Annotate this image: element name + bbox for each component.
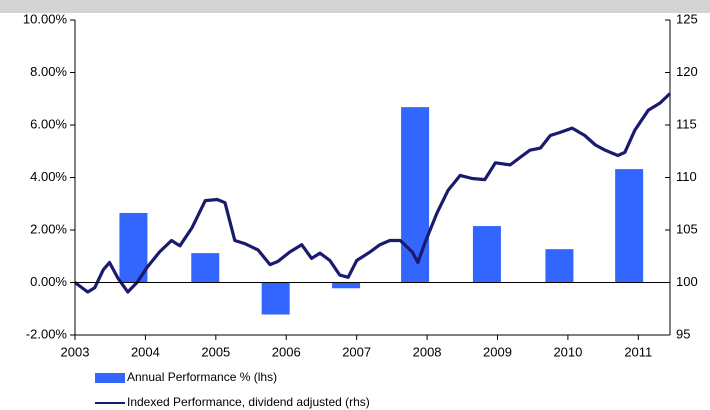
y2-tick-label: 95 xyxy=(676,326,690,341)
y-tick-label: 0.00% xyxy=(30,274,67,289)
bar xyxy=(545,249,574,283)
x-tick-label: 2005 xyxy=(201,344,230,359)
line xyxy=(74,92,672,294)
y2-tick-label: 115 xyxy=(676,116,697,131)
y2-tick-label: 125 xyxy=(676,11,698,26)
x-tick-label: 2003 xyxy=(61,344,90,359)
x-tick-label: 2006 xyxy=(272,344,301,359)
x-tick-label: 2008 xyxy=(413,344,442,359)
y2-tick-label: 120 xyxy=(676,64,698,79)
bar xyxy=(401,107,430,283)
y-tick-label: 6.00% xyxy=(30,116,67,131)
bar xyxy=(261,282,290,315)
y2-tick-label: 110 xyxy=(676,169,697,184)
y-tick-label: -2.00% xyxy=(26,326,68,341)
x-tick-label: 2011 xyxy=(624,344,652,359)
y2-tick-label: 105 xyxy=(676,221,698,236)
y-tick-label: 8.00% xyxy=(30,64,67,79)
x-tick-label: 2009 xyxy=(483,344,512,359)
x-tick-label: 2007 xyxy=(342,344,371,359)
bar xyxy=(191,253,220,283)
y-tick-label: 4.00% xyxy=(30,169,67,184)
legend-label: Annual Performance % (lhs) xyxy=(127,370,277,384)
header-band xyxy=(0,0,710,13)
x-tick-label: 2010 xyxy=(553,344,582,359)
bar xyxy=(472,226,501,283)
legend-swatch xyxy=(95,373,125,383)
legend-label: Indexed Performance, dividend adjusted (… xyxy=(127,395,370,409)
y-tick-label: 2.00% xyxy=(30,221,67,236)
bar xyxy=(119,212,148,283)
bar xyxy=(615,169,644,283)
x-tick-label: 2004 xyxy=(131,344,160,359)
bar xyxy=(332,282,361,289)
y2-tick-label: 100 xyxy=(676,274,698,289)
y-tick-label: 10.00% xyxy=(23,11,68,26)
